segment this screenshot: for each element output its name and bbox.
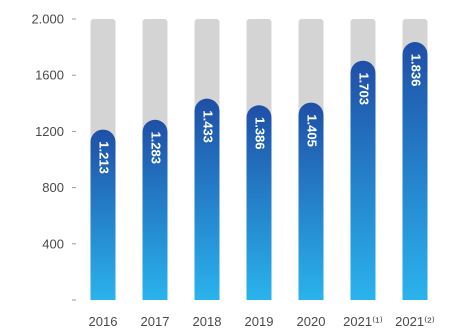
bar-value-label: 1.386 [253, 117, 268, 150]
y-tick-label: 1600 [35, 68, 64, 83]
bar-2016 [90, 129, 116, 300]
bar-2017 [142, 119, 168, 300]
x-tick-label: 2020 [297, 314, 326, 329]
bar-2021 [402, 42, 428, 301]
bar-value-label: 1.703 [357, 72, 372, 105]
bar-2021 [350, 60, 376, 300]
x-tick-label: 2019 [245, 314, 274, 329]
bar-value-label: 1.283 [149, 131, 164, 164]
bar-value-label: 1.405 [305, 114, 320, 147]
bars [90, 42, 428, 301]
x-tick-label: 2016 [89, 314, 118, 329]
bar-2020 [298, 102, 324, 300]
y-axis: 400 800 1200 1600 2.000 [31, 12, 76, 301]
data-labels: 1.213 1.283 1.433 1.386 1.405 1.703 1.836 [97, 54, 424, 174]
x-tick-label: 2017 [141, 314, 170, 329]
x-axis: 2016 2017 2018 2019 2020 2021⁽¹⁾ 2021⁽²⁾ [89, 314, 435, 329]
y-tick-label: 800 [42, 180, 64, 195]
bar-2018 [194, 98, 220, 300]
y-tick-label: 400 [42, 236, 64, 251]
y-tick-label: 2.000 [31, 12, 64, 27]
x-tick-label: 2018 [193, 314, 222, 329]
y-tick-label: 1200 [35, 124, 64, 139]
x-tick-label: 2021⁽¹⁾ [343, 314, 383, 329]
bar-value-label: 1.433 [201, 110, 216, 143]
x-tick-label: 2021⁽²⁾ [395, 314, 435, 329]
bar-2019 [246, 105, 272, 300]
bar-value-label: 1.836 [409, 54, 424, 87]
bar-value-label: 1.213 [97, 141, 112, 174]
